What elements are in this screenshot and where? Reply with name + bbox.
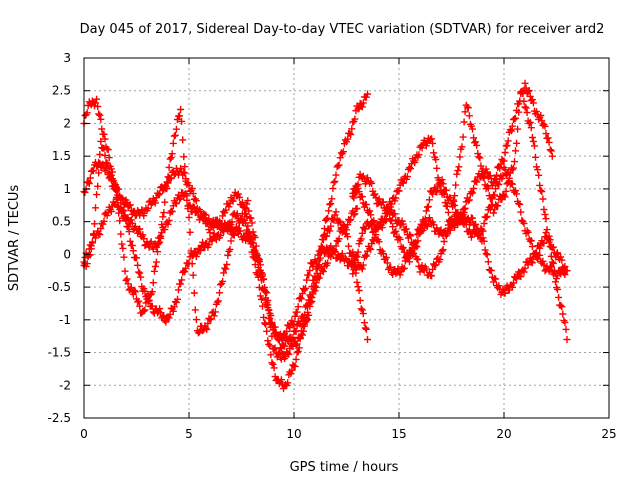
y-tick-label: 2.5 — [52, 84, 71, 98]
x-axis-label: GPS time / hours — [290, 460, 399, 475]
plot-frame — [83, 57, 610, 419]
y-tick-label: -0.5 — [48, 280, 71, 294]
y-tick-label: 0 — [63, 247, 71, 261]
y-tick-label: -2.5 — [48, 411, 71, 425]
y-tick-label: 1 — [63, 182, 71, 196]
y-tick-label: 1.5 — [52, 149, 71, 163]
y-tick-label: 3 — [63, 51, 71, 65]
x-tick-label: 10 — [286, 427, 301, 441]
y-tick-label: -1 — [59, 313, 71, 327]
series-track-8 — [349, 208, 571, 298]
x-tick-label: 15 — [391, 427, 406, 441]
y-tick-label: -1.5 — [48, 346, 71, 360]
x-tick-label: 25 — [601, 427, 616, 441]
x-tick-label: 0 — [80, 427, 88, 441]
x-tick-label: 20 — [496, 427, 511, 441]
chart-title: Day 045 of 2017, Sidereal Day-to-day VTE… — [80, 22, 605, 37]
y-tick-label: -2 — [59, 378, 71, 392]
y-tick-label: 2 — [63, 116, 71, 130]
x-tick-label: 5 — [185, 427, 193, 441]
data-point-markers — [349, 208, 571, 298]
y-tick-label: 0.5 — [52, 215, 71, 229]
y-axis-label: SDTVAR / TECUs — [7, 185, 22, 292]
axis-ticks: 0 5 10 15 20 25 -2.5 -2 -1.5 -1 -0.5 0 0.5 1 1.5 2 2.5 3 — [48, 51, 617, 441]
